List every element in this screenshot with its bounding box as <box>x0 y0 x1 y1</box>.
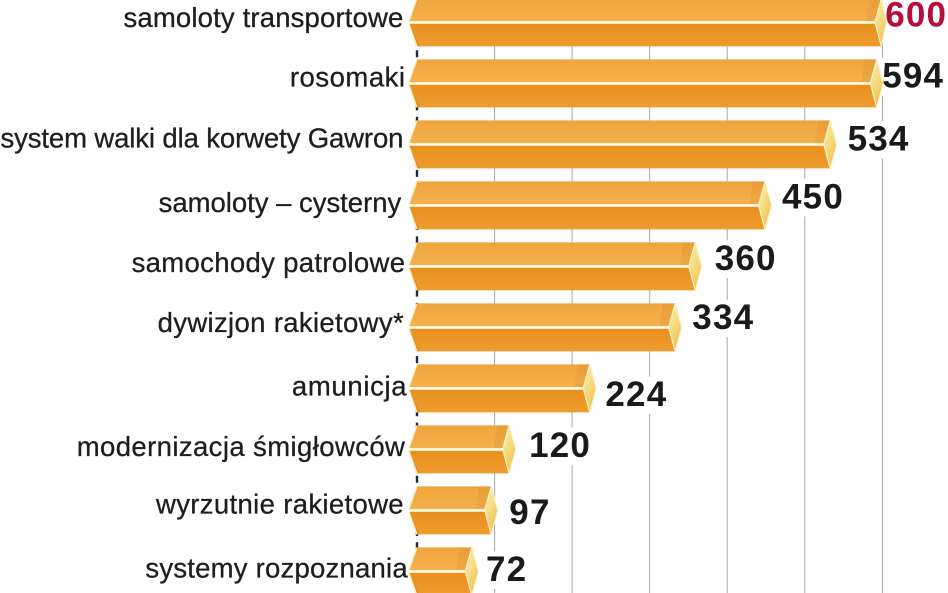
svg-text:600: 600 <box>885 0 947 35</box>
svg-text:wyrzutnie rakietowe: wyrzutnie rakietowe <box>155 489 404 520</box>
svg-text:system walki dla korwety Gawro: system walki dla korwety Gawron <box>1 123 404 154</box>
svg-text:534: 534 <box>848 120 910 159</box>
svg-text:rosomaki: rosomaki <box>290 62 406 93</box>
svg-text:amunicja: amunicja <box>292 371 407 402</box>
svg-text:72: 72 <box>486 550 527 589</box>
svg-text:samoloty transportowe: samoloty transportowe <box>124 2 404 33</box>
svg-text:334: 334 <box>692 298 754 337</box>
svg-text:samochody patrolowe: samochody patrolowe <box>132 247 406 278</box>
svg-text:594: 594 <box>882 57 944 96</box>
svg-text:360: 360 <box>715 239 777 278</box>
svg-text:450: 450 <box>782 177 844 216</box>
svg-text:dywizjon rakietowy*: dywizjon rakietowy* <box>158 307 404 338</box>
svg-text:samoloty – cysterny: samoloty – cysterny <box>159 187 402 218</box>
svg-text:97: 97 <box>509 493 550 532</box>
svg-text:120: 120 <box>529 426 591 465</box>
svg-text:systemy rozpoznania: systemy rozpoznania <box>145 552 408 583</box>
svg-text:224: 224 <box>605 375 667 414</box>
svg-text:modernizacja śmigłowców: modernizacja śmigłowców <box>77 431 406 462</box>
